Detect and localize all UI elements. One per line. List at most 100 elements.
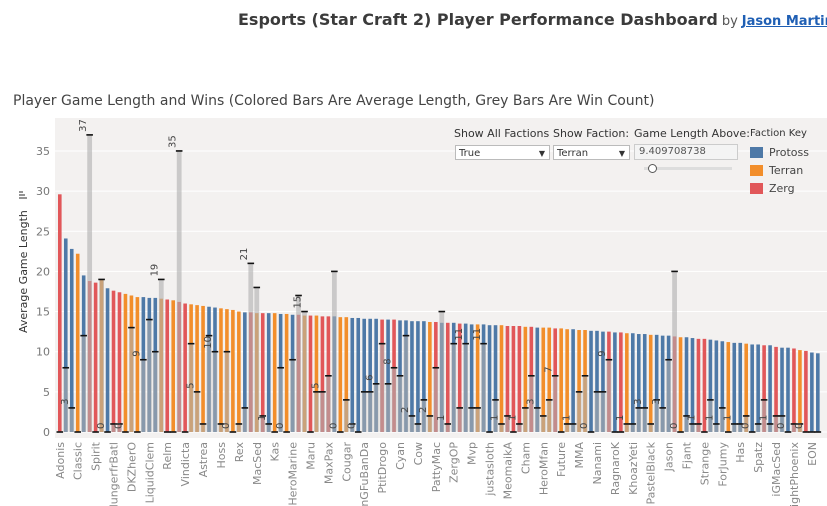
- terran-swatch: [750, 165, 763, 176]
- wins-label: 11: [472, 328, 483, 341]
- wins-bar: [534, 407, 540, 432]
- wins-bar: [522, 407, 528, 432]
- length-bar: [613, 332, 617, 432]
- wins-bar: [755, 423, 761, 432]
- legend-item-protoss[interactable]: Protoss: [750, 146, 820, 159]
- game-length-input[interactable]: 9.409708738: [634, 144, 738, 160]
- x-tick-label: Astrea: [197, 442, 210, 477]
- wins-bar: [397, 375, 403, 432]
- length-bar: [487, 325, 492, 432]
- length-bar: [374, 318, 378, 432]
- wins-bar: [457, 407, 463, 432]
- wins-bar: [552, 375, 558, 432]
- x-tick-label: Nanami: [591, 442, 604, 484]
- wins-bar: [469, 407, 475, 432]
- slider-handle[interactable]: [648, 164, 658, 173]
- legend-label: Terran: [769, 164, 804, 177]
- length-bar: [320, 316, 325, 432]
- wins-bar: [743, 415, 749, 432]
- wins-bar: [409, 415, 415, 432]
- show-faction-label: Show Faction:: [553, 127, 630, 140]
- length-bar: [105, 288, 110, 432]
- wins-bar: [206, 335, 212, 432]
- x-tick-label: MaxPax: [322, 442, 335, 485]
- wins-bar: [528, 375, 534, 432]
- length-bar: [475, 324, 480, 432]
- length-bar: [326, 316, 331, 432]
- wins-bar: [248, 263, 254, 432]
- length-bar: [750, 344, 754, 432]
- x-tick-label: Maru: [304, 442, 317, 470]
- wins-label: 0: [221, 423, 232, 429]
- wins-label: 1: [561, 415, 572, 421]
- length-bar: [284, 313, 289, 432]
- legend-item-terran[interactable]: Terran: [750, 164, 820, 177]
- x-tick-label: Has: [734, 442, 747, 463]
- wins-bar: [731, 423, 737, 432]
- wins-bar: [546, 399, 552, 432]
- author-link[interactable]: Jason Martineau: [741, 14, 827, 29]
- wins-label: 3: [526, 399, 537, 405]
- length-bar: [738, 342, 743, 432]
- length-bar: [314, 315, 319, 432]
- wins-bar: [648, 423, 654, 432]
- wins-bar: [451, 343, 457, 432]
- wins-label: 0: [275, 423, 286, 429]
- length-bar: [195, 305, 199, 432]
- wins-label: 0: [329, 423, 340, 429]
- length-bar: [445, 322, 450, 432]
- length-bar: [165, 299, 170, 432]
- wins-bar: [433, 367, 439, 432]
- length-bar: [362, 318, 367, 432]
- length-bar: [386, 319, 390, 432]
- game-length-slider[interactable]: [644, 167, 732, 170]
- length-bar: [619, 332, 623, 432]
- length-bar: [684, 337, 689, 432]
- length-bar: [272, 313, 277, 432]
- wins-bar: [600, 391, 606, 432]
- x-tick-label: Fjant: [681, 441, 694, 469]
- wins-bar: [642, 407, 648, 432]
- length-bar: [243, 312, 247, 432]
- chevron-down-icon: ▼: [538, 149, 545, 158]
- length-bar: [237, 311, 241, 432]
- wins-bar: [212, 351, 218, 432]
- wins-bar: [713, 423, 719, 432]
- length-bar: [780, 347, 784, 432]
- protoss-swatch: [750, 147, 763, 158]
- wins-bar: [69, 407, 75, 432]
- wins-bar: [415, 423, 421, 432]
- wins-bar: [666, 359, 672, 432]
- wins-bar: [594, 391, 600, 432]
- wins-bar: [761, 399, 767, 432]
- length-bar: [499, 325, 504, 432]
- legend-item-zerg[interactable]: Zerg: [750, 182, 820, 195]
- wins-bar: [81, 335, 87, 432]
- wins-bar: [606, 359, 612, 432]
- x-tick-label: PtitDrogo: [376, 442, 389, 494]
- show-all-factions-select[interactable]: True ▼: [455, 145, 550, 160]
- x-tick-label: PastelBlack: [645, 441, 658, 504]
- x-tick-label: Rex: [233, 442, 246, 463]
- wins-bar: [672, 271, 677, 432]
- length-bar: [69, 248, 74, 432]
- wins-bar: [421, 399, 427, 432]
- wins-bar: [403, 335, 409, 432]
- x-tick-label: Vindicta: [179, 442, 192, 486]
- wins-bar: [158, 279, 164, 432]
- wins-label: 9: [597, 350, 608, 356]
- wins-label: 35: [167, 135, 178, 148]
- length-bar: [493, 325, 498, 432]
- length-bar: [428, 321, 432, 432]
- chevron-down-icon: ▼: [618, 149, 625, 158]
- length-bar: [702, 338, 707, 432]
- length-bar: [260, 313, 265, 432]
- show-faction-select[interactable]: Terran ▼: [553, 145, 630, 160]
- wins-bar: [99, 279, 104, 432]
- wins-bar: [218, 423, 224, 432]
- wins-label: 7: [543, 366, 554, 372]
- wins-bar: [696, 423, 701, 432]
- wins-bar: [260, 415, 266, 432]
- wins-label: 1: [490, 415, 501, 421]
